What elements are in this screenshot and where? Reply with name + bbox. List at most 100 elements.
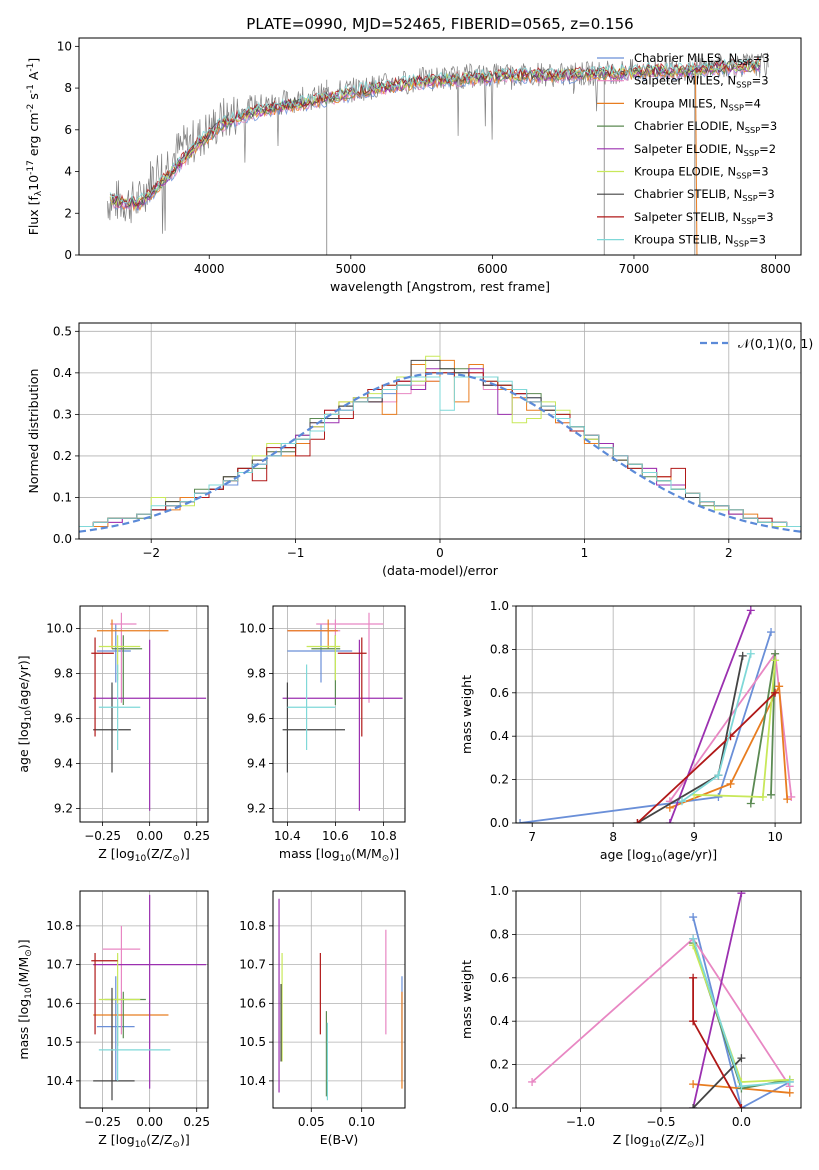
plot-area [91, 894, 207, 1101]
legend-label: Kroupa MILES, NSSP=4 [634, 96, 761, 112]
weight-line [668, 609, 752, 823]
tick-label-x: 5000 [336, 262, 367, 276]
weight-marker [516, 819, 525, 823]
weight-marker [767, 628, 776, 637]
tick-label-y: 0.4 [490, 1014, 509, 1028]
weight-line [749, 653, 776, 804]
weight-marker [689, 1104, 698, 1108]
axes-frame [79, 890, 209, 1109]
normal-curve [79, 372, 801, 533]
panel-weight_vs_Z: −1.0 −0.5 0.0 0.0 0.2 0.4 0.6 0.8 1.0 Z [log10(Z/… [459, 884, 802, 1150]
tick-label-x: −0.25 [84, 1115, 121, 1129]
weight-marker [783, 795, 792, 804]
weight-marker [726, 779, 735, 788]
tick-label-y: 10.8 [239, 919, 266, 933]
tick-label-x: 0.25 [183, 829, 210, 843]
tick-label-y: 10.6 [239, 996, 266, 1010]
tick-label-y: 9.4 [54, 757, 73, 771]
weight-line [692, 893, 743, 1108]
tick-label-x: 0.0 [732, 1115, 751, 1129]
tick-label-y: 10.5 [46, 1035, 73, 1049]
panel-residuals: −2 −1 0 1 2 0.0 0.1 0.2 0.3 0.4 0.5 (data-model)/er… [26, 322, 813, 578]
tick-label-y: 0.4 [490, 729, 509, 743]
y-axis-label: Normed distribution [26, 369, 41, 494]
tick-label-y: 10.0 [239, 622, 266, 636]
plot-area [278, 898, 403, 1101]
tick-label-x: −1.0 [566, 1115, 595, 1129]
weight-marker [665, 819, 674, 823]
weight-marker [771, 656, 780, 665]
weight-marker [737, 1054, 746, 1063]
weight-marker [771, 688, 780, 697]
weight-marker [775, 682, 784, 691]
tick-label-y: 10.7 [239, 958, 266, 972]
y-axis-label: mass [log10(M/M⊙)] [16, 939, 34, 1059]
tick-label-x: 8000 [760, 262, 791, 276]
legend-label: Kroupa STELIB, NSSP=3 [634, 233, 766, 249]
tick-label-y: 0.4 [53, 366, 72, 380]
tick-label-x: 0.25 [183, 1115, 210, 1129]
panel-age_vs_mass: 10.4 10.6 10.8 9.2 9.4 9.6 9.8 10.0 mass [log10(… [239, 605, 406, 864]
x-axis-label: Z [log10(Z/Z⊙)] [613, 1132, 704, 1150]
x-axis-label: E(B-V) [320, 1132, 359, 1147]
y-axis-label: age [log10(age/yr)] [16, 655, 34, 772]
tick-label-y: 0.6 [490, 971, 509, 985]
tick-label-x: 0.05 [298, 1115, 325, 1129]
model-series-line [109, 56, 761, 204]
tick-label-y: 0.0 [53, 532, 72, 546]
tick-label-x: −0.25 [84, 829, 121, 843]
plot-area [528, 891, 794, 1108]
tick-label-y: 0.6 [490, 686, 509, 700]
panel-age_vs_Z: −0.25 0.00 0.25 9.2 9.4 9.6 9.8 10.0 Z [log10(Z/… [16, 605, 210, 864]
tick-label-y: 8 [64, 81, 72, 95]
panel-mass_vs_ebv: 0.05 0.10 10.4 10.5 10.6 10.7 10.8 E(B-V) [239, 890, 406, 1147]
axes-frame [79, 605, 209, 823]
y-axis-label: Flux [fλ10-17 erg cm-2 s-1 A-1] [26, 58, 44, 236]
y-axis-label: mass weight [459, 960, 474, 1039]
tick-label-x: 0.00 [136, 829, 163, 843]
tick-label-x: 10.8 [370, 829, 397, 843]
weight-marker [785, 1077, 794, 1086]
tick-label-x: 4000 [194, 262, 225, 276]
weight-marker [737, 891, 746, 898]
tick-label-y: 0.8 [490, 927, 509, 941]
tick-label-x: 7000 [619, 262, 650, 276]
tick-label-x: −0.5 [646, 1115, 675, 1129]
tick-label-x: 6000 [477, 262, 508, 276]
weight-marker [689, 1080, 698, 1089]
weight-marker [737, 1104, 746, 1108]
model-spike [695, 71, 698, 255]
tick-label-y: 0.2 [490, 1058, 509, 1072]
weight-marker [633, 819, 642, 823]
tick-label-y: 2 [64, 206, 72, 220]
tick-label-x: 1 [581, 546, 589, 560]
plot-area [516, 606, 796, 823]
x-axis-label: mass [log10(M/M⊙)] [279, 846, 399, 864]
legend-label: Salpeter STELIB, NSSP=3 [634, 210, 774, 226]
weight-marker [767, 790, 776, 799]
tick-label-y: 0 [64, 248, 72, 262]
tick-label-y: 10 [57, 39, 72, 53]
tick-label-y: 9.8 [54, 667, 73, 681]
axes-frame [515, 605, 802, 824]
plot-area [91, 612, 207, 811]
panel-mass_vs_Z: −0.25 0.00 0.25 10.4 10.5 10.6 10.7 10.8 Z [log1… [16, 890, 210, 1150]
axes-frame [515, 890, 802, 1109]
tick-label-x: 2 [725, 546, 733, 560]
y-axis-label: mass weight [459, 675, 474, 754]
tick-label-y: 9.8 [247, 667, 266, 681]
weight-marker [689, 913, 698, 922]
plot-area [282, 612, 403, 811]
weight-marker [714, 771, 723, 780]
weight-marker [737, 1082, 746, 1091]
weight-marker [758, 792, 767, 801]
tick-label-x: 0.00 [136, 1115, 163, 1129]
tick-label-y: 0.2 [53, 449, 72, 463]
axes-frame [78, 322, 802, 540]
tick-label-y: 0.5 [53, 324, 72, 338]
model-series-line [109, 57, 761, 207]
weight-line [669, 682, 789, 809]
weight-marker [746, 799, 755, 808]
panel-weight_vs_age: 7 8 9 10 0.0 0.2 0.4 0.6 0.8 1.0 age [log10(age/yr… [459, 599, 802, 865]
tick-label-y: 1.0 [490, 599, 509, 613]
